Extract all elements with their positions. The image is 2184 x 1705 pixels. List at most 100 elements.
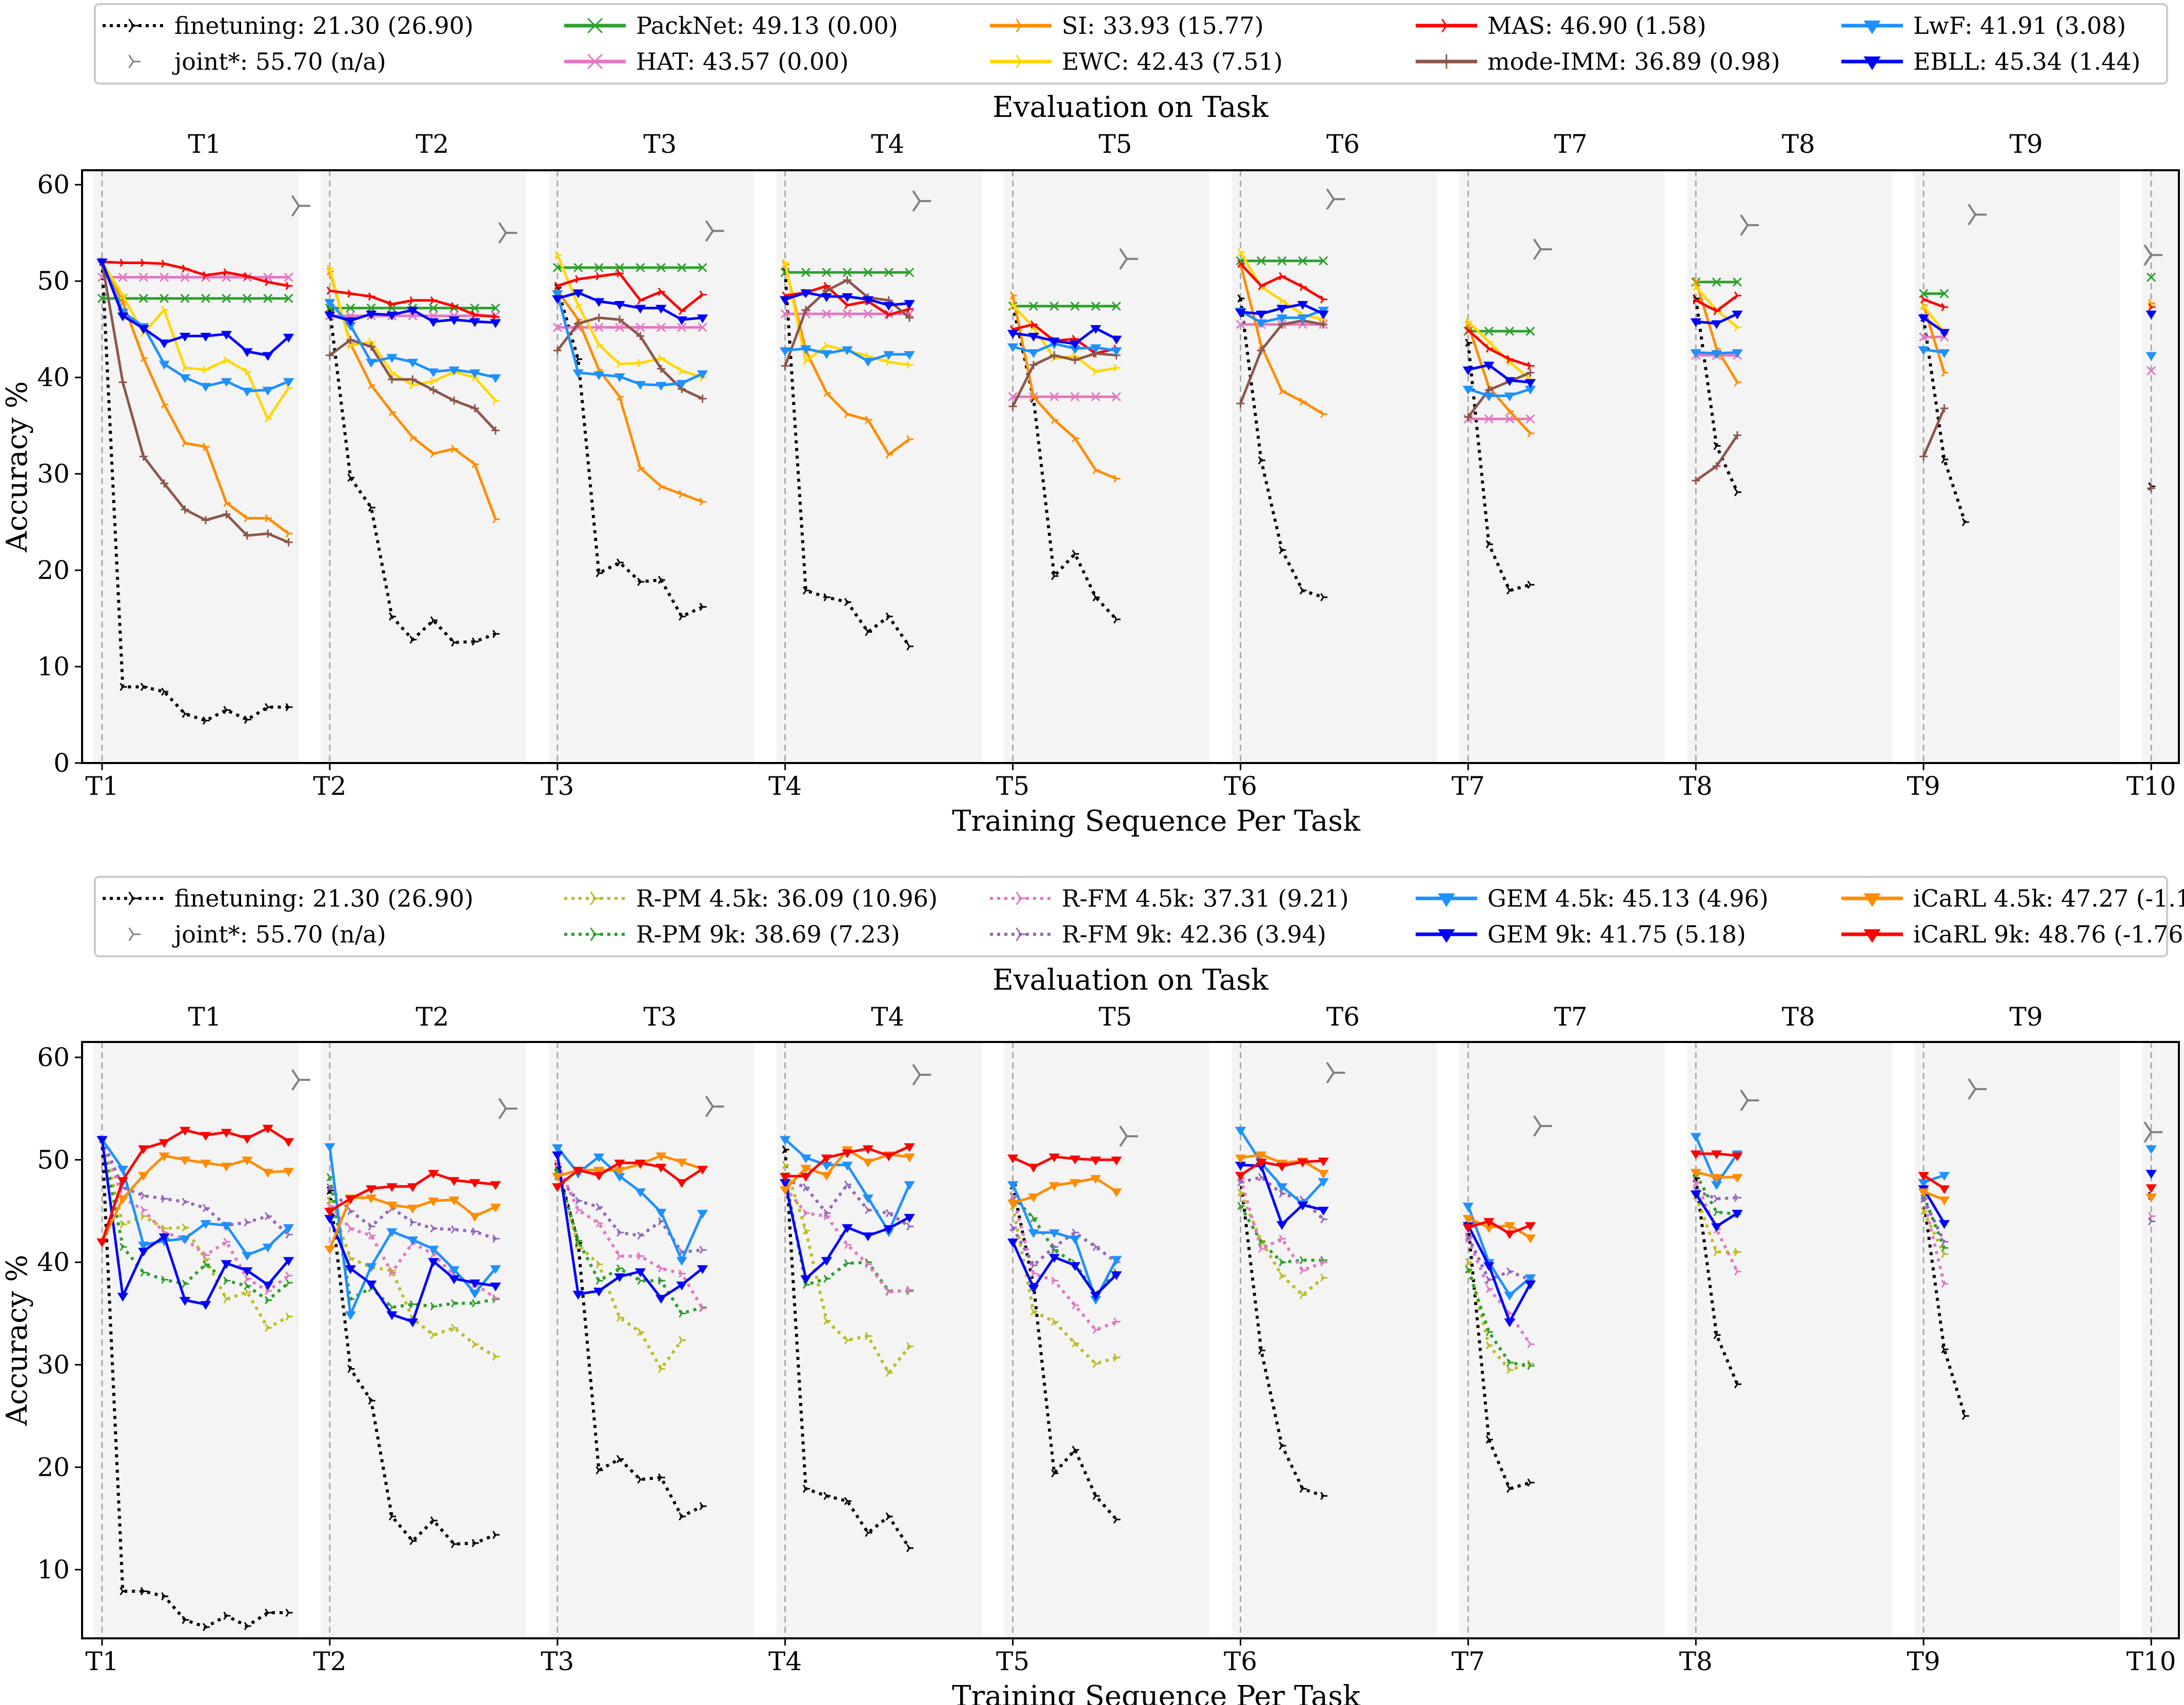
data-point — [242, 1156, 253, 1166]
data-point — [179, 1127, 191, 1136]
data-point — [575, 1236, 583, 1245]
data-point — [616, 1455, 624, 1463]
data-point — [1030, 1307, 1038, 1316]
series-imm — [98, 257, 2156, 547]
data-point — [637, 1252, 645, 1260]
data-point — [265, 1323, 272, 1332]
data-point — [1110, 1156, 1122, 1166]
data-point — [572, 1167, 584, 1176]
series-line — [556, 316, 703, 400]
data-point — [365, 310, 377, 319]
data-point — [676, 316, 687, 326]
data-point — [594, 313, 603, 322]
x-axis-label: Training Sequence Per Task — [952, 805, 1361, 838]
data-point — [634, 1159, 646, 1169]
data-point — [634, 1268, 646, 1277]
data-point — [1319, 320, 1328, 329]
data-point — [1070, 356, 1079, 365]
data-point — [1071, 434, 1079, 443]
data-point — [368, 1231, 375, 1240]
data-point — [407, 1183, 419, 1192]
data-point — [407, 358, 419, 368]
data-point — [1070, 301, 1080, 311]
data-point — [120, 291, 127, 300]
data-point — [180, 272, 190, 282]
series-line — [101, 1138, 290, 1257]
data-point — [1111, 392, 1121, 402]
data-point — [223, 706, 231, 714]
data-point — [844, 1259, 851, 1268]
data-point — [679, 366, 686, 375]
data-point — [120, 258, 127, 267]
data-point — [862, 1232, 874, 1241]
data-point — [179, 1297, 191, 1306]
data-point — [2148, 1217, 2156, 1226]
data-point — [1237, 1201, 1245, 1210]
data-point — [140, 1268, 148, 1277]
legend-label: mode-IMM: 36.89 (0.98) — [1487, 48, 1780, 75]
data-point — [347, 1224, 355, 1233]
data-point — [202, 271, 210, 279]
series-packnet — [97, 256, 2156, 336]
data-point — [469, 369, 481, 378]
data-point — [616, 558, 624, 567]
x-axis-label: Training Sequence Per Task — [952, 1680, 1361, 1705]
y-tick-label: 40 — [37, 1248, 70, 1277]
legend-label: EWC: 42.43 (7.51) — [1062, 48, 1283, 75]
data-point — [96, 1136, 108, 1145]
data-point — [842, 1149, 853, 1158]
data-point — [658, 575, 665, 584]
data-point — [1506, 1366, 1514, 1374]
data-point — [865, 1260, 872, 1269]
data-point — [800, 1154, 811, 1164]
data-point — [1030, 392, 1038, 401]
data-point — [1734, 1248, 1742, 1256]
data-point — [1113, 364, 1121, 372]
data-point — [823, 1492, 831, 1500]
data-point — [862, 357, 874, 367]
data-point — [1527, 1340, 1535, 1349]
joint-marker — [705, 220, 724, 242]
data-point — [658, 354, 665, 363]
data-point — [1007, 1238, 1019, 1248]
data-point — [365, 1263, 377, 1272]
data-point — [1504, 1230, 1515, 1239]
data-point — [451, 445, 459, 453]
data-point — [800, 345, 811, 354]
data-point — [386, 1201, 398, 1211]
data-point — [221, 1162, 232, 1172]
data-point — [1693, 296, 1700, 305]
data-point — [182, 1279, 189, 1288]
task-band — [776, 170, 982, 763]
joint-marker — [498, 1097, 518, 1119]
data-point — [1069, 340, 1081, 350]
data-point — [285, 1230, 293, 1239]
data-point — [202, 1203, 210, 1212]
data-point — [285, 1278, 293, 1287]
joint-marker — [705, 1095, 724, 1117]
task-band — [1915, 170, 2120, 763]
data-point — [283, 1168, 294, 1177]
data-point — [242, 293, 252, 304]
data-point — [285, 529, 293, 538]
legend-marker-icon — [1016, 927, 1028, 941]
series-line — [1922, 305, 1945, 333]
data-point — [283, 1257, 294, 1266]
data-point — [1258, 282, 1265, 290]
eval-task-label: T7 — [1554, 1002, 1587, 1032]
data-point — [1711, 320, 1722, 329]
data-point — [1506, 1485, 1514, 1493]
eval-task-label: T5 — [1099, 129, 1132, 159]
data-point — [1051, 415, 1059, 424]
data-point — [221, 331, 232, 340]
data-point — [1938, 349, 1950, 358]
data-point — [1256, 1158, 1267, 1168]
data-point — [450, 396, 459, 405]
data-point — [1028, 301, 1039, 311]
data-point — [389, 1268, 396, 1277]
legend-item-joint: joint*: 55.70 (n/a) — [128, 48, 386, 75]
data-point — [1090, 344, 1101, 353]
data-point — [1028, 333, 1039, 342]
legend-item-si: SI: 33.93 (15.77) — [990, 12, 1264, 39]
x-tick-label: T6 — [1224, 1647, 1257, 1676]
